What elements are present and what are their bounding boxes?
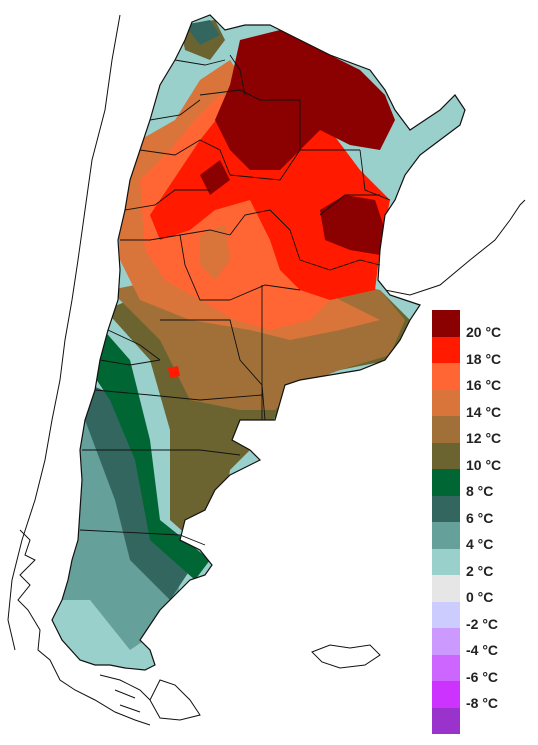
legend-swatch xyxy=(432,416,460,443)
legend-label: 4 °C xyxy=(466,536,494,552)
legend-label: 0 °C xyxy=(466,589,494,605)
legend-swatch xyxy=(432,363,460,390)
legend-label: -8 °C xyxy=(466,695,499,711)
legend-swatch xyxy=(432,442,460,469)
legend-label: 18 °C xyxy=(466,350,502,367)
province-borders xyxy=(79,54,391,546)
legend-swatch xyxy=(432,628,460,655)
legend-item: 16 °C xyxy=(432,363,538,393)
legend-label: 2 °C xyxy=(466,562,494,579)
legend-swatch xyxy=(432,469,460,496)
legend-item: 8 °C xyxy=(432,469,538,499)
legend-swatch xyxy=(432,522,460,549)
legend-swatch xyxy=(432,310,460,337)
legend-swatch xyxy=(432,601,460,628)
legend-item: 0 °C xyxy=(432,575,538,605)
legend-item: 20 °C xyxy=(432,310,538,340)
legend-item: 14 °C xyxy=(432,389,538,420)
legend-swatch xyxy=(432,336,460,363)
legend-label: -2 °C xyxy=(466,615,499,632)
legend-swatch xyxy=(432,654,460,681)
neighbour-coastlines xyxy=(7,14,526,726)
legend-label: -6 °C xyxy=(466,668,499,685)
legend-label: 14 °C xyxy=(466,403,502,420)
legend-item xyxy=(432,707,538,734)
temperature-legend: 20 °C 18 °C 16 °C 14 °C 12 °C 10 °C 8 °C 6 °C 4 … xyxy=(432,310,538,734)
legend-item: -8 °C xyxy=(432,681,538,711)
legend-label: 20 °C xyxy=(466,324,502,340)
legend-swatch xyxy=(432,389,460,416)
legend-label: 6 °C xyxy=(466,509,494,526)
legend-item: 10 °C xyxy=(432,442,538,473)
legend-item: -2 °C xyxy=(432,601,538,632)
legend-item: 12 °C xyxy=(432,416,538,446)
legend-item: -6 °C xyxy=(432,654,538,685)
legend-label: 8 °C xyxy=(466,483,494,499)
legend-label: 12 °C xyxy=(466,430,502,446)
legend-item: -4 °C xyxy=(432,628,538,658)
legend-swatch xyxy=(432,575,460,602)
legend-item: 6 °C xyxy=(432,495,538,526)
legend-label: 16 °C xyxy=(466,377,502,393)
legend-swatch xyxy=(432,681,460,708)
legend-swatch xyxy=(432,707,460,734)
legend-item: 2 °C xyxy=(432,548,538,579)
legend-label: -4 °C xyxy=(466,642,499,658)
legend-swatch xyxy=(432,495,460,522)
legend-label: 10 °C xyxy=(466,456,502,473)
legend-item: 18 °C xyxy=(432,336,538,367)
legend-swatch xyxy=(432,548,460,575)
legend-item: 4 °C xyxy=(432,522,538,552)
